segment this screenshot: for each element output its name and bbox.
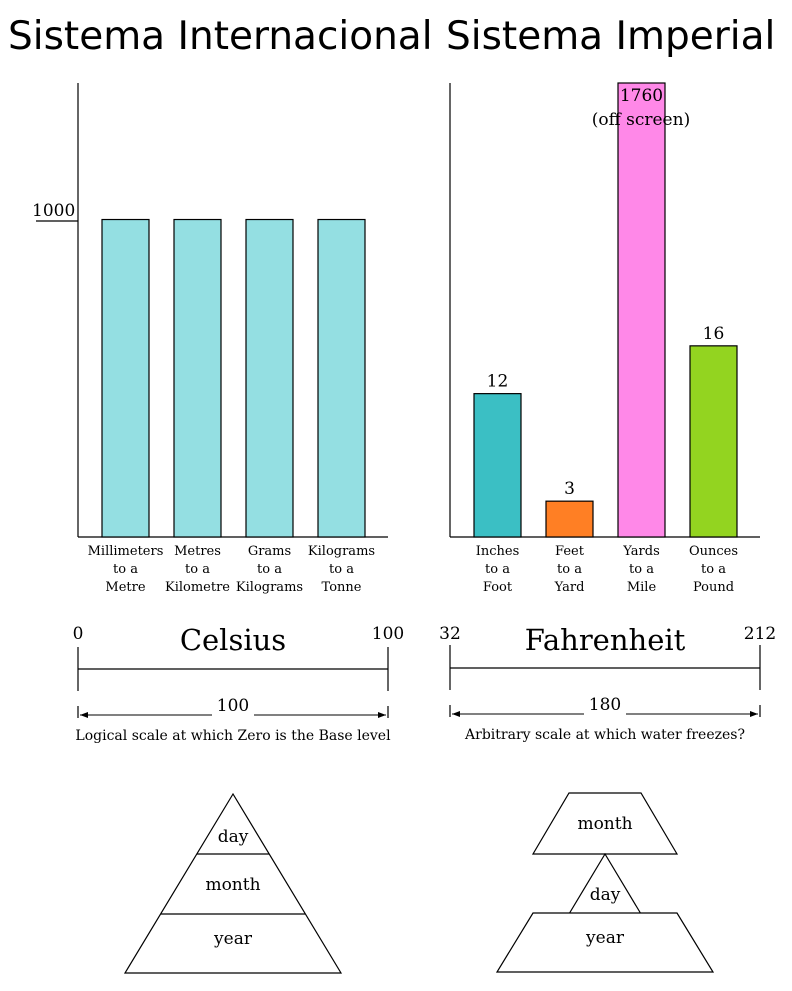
left-pyramid-outline	[123, 792, 343, 974]
imp-bar	[617, 82, 666, 538]
si-category-label: to a	[257, 562, 282, 577]
celsius-arrow-left	[80, 712, 88, 718]
imp-bar	[689, 345, 738, 538]
si-category-label: to a	[185, 562, 210, 577]
si-category-label: to a	[329, 562, 354, 577]
left-pyramid-middle: month	[205, 875, 260, 895]
si-bar-chart: 1000 Millimeters to a Metre Metres to a Kilom…	[32, 83, 388, 595]
imp-category-label: to a	[557, 562, 582, 577]
left-pyramid: day month year	[123, 792, 343, 974]
celsius-name: Celsius	[180, 623, 286, 657]
si-bar	[245, 218, 294, 538]
si-category-label: Kilometre	[165, 580, 230, 595]
imp-category-label: Foot	[483, 580, 513, 595]
si-category-label: Kilograms	[308, 544, 375, 559]
imp-category-label: Yards	[622, 544, 660, 559]
si-category-label: Grams	[248, 544, 291, 559]
right-pyramid-bottom-shape	[495, 912, 715, 973]
title-left: Sistema Internacional	[8, 14, 433, 59]
si-category-label: Kilograms	[236, 580, 303, 595]
fahrenheit-arrow-left	[452, 711, 460, 717]
imp-data-label: 1760	[620, 86, 663, 106]
imp-category-label: to a	[701, 562, 726, 577]
celsius-arrow-right	[378, 712, 386, 718]
si-category-label: Metre	[105, 580, 145, 595]
imp-bar	[545, 500, 594, 538]
imp-data-label: 3	[564, 479, 575, 499]
si-category-label: Tonne	[322, 580, 362, 595]
title-right: Sistema Imperial	[446, 14, 775, 59]
fahrenheit-name: Fahrenheit	[525, 623, 686, 657]
right-pyramid: month day year	[495, 792, 715, 973]
imperial-bar-chart: 12 3 1760 16 Inches to a Foot Feet to a Yard Yard…	[449, 82, 760, 595]
imp-category-label: Pound	[693, 580, 734, 595]
fahrenheit-high: 212	[744, 624, 776, 644]
right-pyramid-top: month	[577, 814, 632, 834]
si-bar	[173, 218, 222, 538]
celsius-scale: 0 100 Celsius 100 Logical scale at which…	[73, 623, 405, 744]
imp-data-label: 12	[487, 372, 509, 392]
fahrenheit-span: 180	[589, 695, 621, 715]
celsius-high: 100	[372, 624, 404, 644]
celsius-low: 0	[73, 624, 84, 644]
fahrenheit-caption: Arbitrary scale at which water freezes?	[464, 727, 745, 743]
si-ytick-label: 1000	[32, 201, 75, 221]
fahrenheit-arrow-right	[750, 711, 758, 717]
imp-category-label: to a	[629, 562, 654, 577]
si-bar	[101, 218, 150, 538]
right-pyramid-middle-shape	[567, 852, 643, 915]
right-pyramid-top-shape	[531, 792, 679, 855]
si-category-label: Millimeters	[88, 544, 164, 559]
celsius-span: 100	[217, 696, 249, 716]
si-bar	[317, 218, 366, 538]
fahrenheit-scale: 32 212 Fahrenheit 180 Arbitrary scale at…	[439, 623, 776, 743]
celsius-caption: Logical scale at which Zero is the Base …	[75, 728, 391, 744]
imp-data-label: 16	[703, 324, 725, 344]
imp-category-label: Mile	[627, 580, 657, 595]
left-pyramid-top: day	[218, 827, 249, 847]
si-category-label: Metres	[174, 544, 221, 559]
imp-category-label: Yard	[554, 580, 585, 595]
left-pyramid-bottom: year	[213, 929, 253, 949]
fahrenheit-low: 32	[439, 624, 461, 644]
si-category-label: to a	[113, 562, 138, 577]
right-pyramid-middle: day	[590, 885, 621, 905]
off-screen-note: (off screen)	[592, 110, 690, 130]
imp-category-label: Feet	[555, 544, 585, 559]
right-pyramid-bottom: year	[585, 928, 625, 948]
imp-category-label: Inches	[476, 544, 520, 559]
imp-category-label: to a	[485, 562, 510, 577]
imp-bar	[473, 393, 522, 538]
imp-category-label: Ounces	[689, 544, 738, 559]
